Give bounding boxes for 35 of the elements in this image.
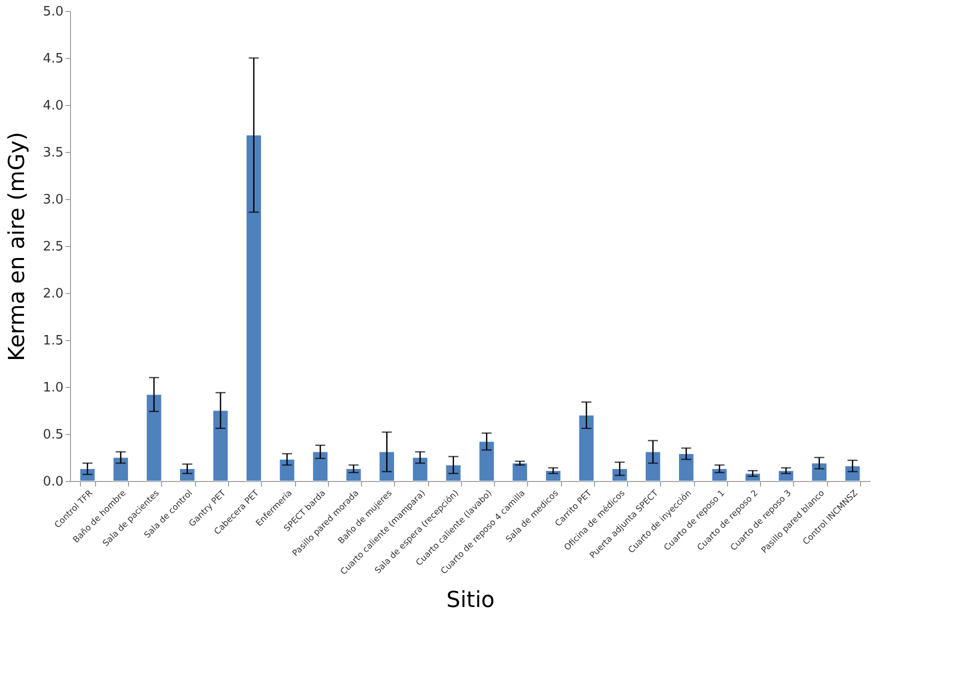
bar — [645, 452, 661, 482]
bar — [678, 453, 694, 482]
bar — [180, 468, 195, 482]
y-tick-label: 4.0 — [42, 98, 64, 114]
y-tick-label: 4.5 — [42, 52, 64, 66]
y-tick-label: 2.5 — [42, 240, 64, 254]
bar — [844, 466, 860, 482]
bar — [312, 452, 328, 482]
bar — [446, 464, 462, 482]
bar — [80, 468, 96, 482]
bar — [512, 462, 528, 482]
bar — [412, 457, 428, 482]
bar — [545, 470, 561, 482]
bar — [112, 457, 128, 482]
y-tick-label: 2.0 — [42, 286, 64, 302]
bar — [778, 470, 794, 482]
bar — [346, 468, 362, 482]
y-tick-label: 0.5 — [42, 428, 64, 442]
y-tick-label: 3.5 — [42, 146, 64, 160]
y-tick-label: 1.0 — [42, 380, 64, 396]
bar — [279, 459, 295, 482]
bar — [246, 134, 262, 482]
bar — [578, 414, 594, 482]
y-tick-label: 3.0 — [42, 192, 64, 208]
bar — [146, 394, 162, 482]
bar — [212, 410, 228, 482]
bar — [812, 462, 828, 482]
y-axis-title: Kerma en aire (mGy) — [4, 132, 30, 362]
y-tick-label: 1.5 — [42, 334, 64, 348]
y-tick-label: 5.0 — [42, 4, 64, 20]
x-axis-title: Sitio — [446, 588, 495, 614]
y-tick-label: 0.0 — [42, 474, 64, 490]
bar — [478, 441, 494, 482]
bar — [712, 468, 728, 482]
bar — [379, 452, 395, 482]
